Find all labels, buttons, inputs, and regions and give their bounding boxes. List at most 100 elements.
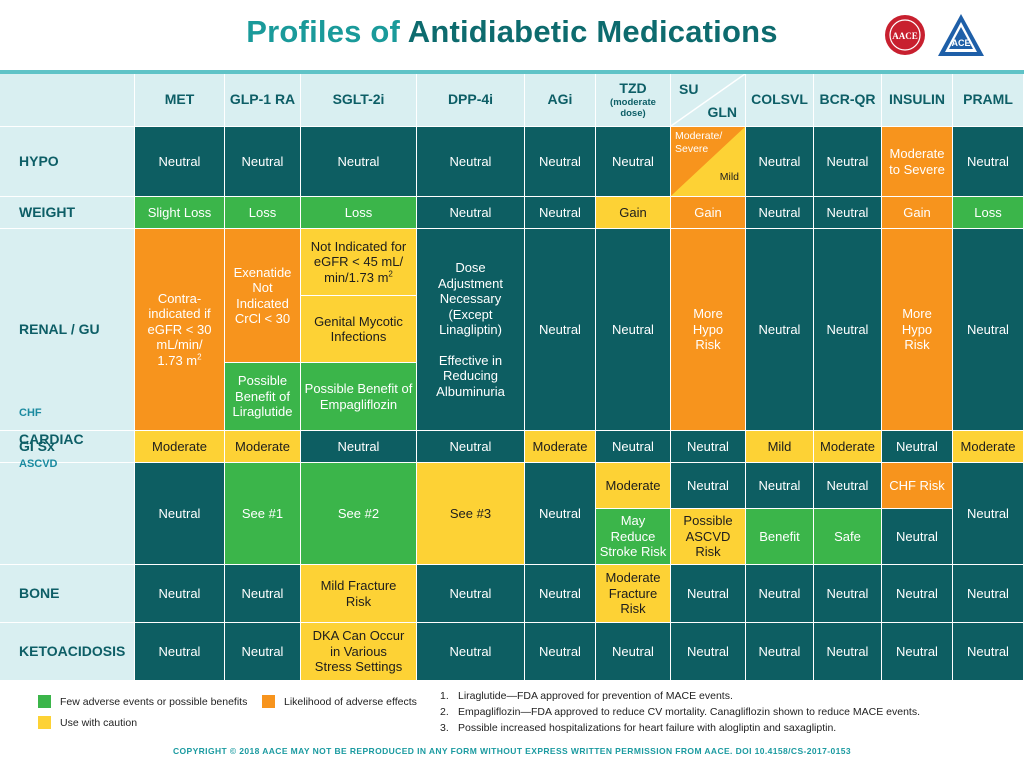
ascvd-colsvl: Benefit <box>746 509 814 565</box>
row-weight: WEIGHT <box>0 197 135 229</box>
legend-green-swatch <box>38 695 51 708</box>
header-rule <box>0 70 1024 74</box>
weight-sglt2: Loss <box>301 197 417 229</box>
renal-bcrqr: Neutral <box>814 229 882 431</box>
renal-sglt2-3: Possible Benefit of Empagliflozin <box>301 363 417 431</box>
chf-bcrqr: Neutral <box>814 463 882 509</box>
row-hypo: HYPO <box>0 127 135 197</box>
hypo-tzd: Neutral <box>596 127 671 197</box>
row-cardiac-block <box>0 463 135 565</box>
weight-glp1: Loss <box>225 197 301 229</box>
ace-logo-text: ACE <box>951 38 970 48</box>
weight-insulin: Gain <box>882 197 953 229</box>
hypo-agi: Neutral <box>525 127 596 197</box>
gi-dpp4: Neutral <box>417 431 525 463</box>
renal-sglt2-2: Genital Mycotic Infections <box>301 296 417 363</box>
weight-met: Slight Loss <box>135 197 225 229</box>
legend-yellow-swatch <box>38 716 51 729</box>
row-gi: GI Sx <box>0 431 135 463</box>
gi-colsvl: Mild <box>746 431 814 463</box>
bone-praml: Neutral <box>953 565 1024 623</box>
col-tzd: TZD (moderate dose) <box>596 74 671 127</box>
gi-insulin: Neutral <box>882 431 953 463</box>
header-corner <box>0 74 135 127</box>
renal-sglt2-1-sup: 2 <box>388 269 393 279</box>
hypo-su-split <box>671 127 745 196</box>
col-gln: GLN <box>707 103 737 120</box>
footnote-3-text: Possible increased hospitalizations for … <box>458 722 837 734</box>
title-part1: Profiles of <box>246 14 401 49</box>
renal-glp1-top: Exenatide Not Indicated CrCl < 30 <box>225 229 301 363</box>
legend-green: Few adverse events or possible benefits <box>38 695 247 708</box>
row-renal: RENAL / GU <box>0 229 135 431</box>
hypo-su-top: Moderate/ Severe <box>675 130 723 155</box>
renal-su: More Hypo Risk <box>671 229 746 431</box>
ascvd-su: Possible ASCVD Risk <box>671 509 746 565</box>
renal-praml: Neutral <box>953 229 1024 431</box>
keto-met: Neutral <box>135 623 225 681</box>
copyright: COPYRIGHT © 2018 AACE MAY NOT BE REPRODU… <box>172 746 852 756</box>
weight-colsvl: Neutral <box>746 197 814 229</box>
hypo-colsvl: Neutral <box>746 127 814 197</box>
renal-sglt2-1-text: Not Indicated for eGFR < 45 mL/ min/1.73… <box>310 238 407 285</box>
keto-praml: Neutral <box>953 623 1024 681</box>
keto-su: Neutral <box>671 623 746 681</box>
footnote-2-text: Empagliflozin—FDA approved to reduce CV … <box>458 706 921 718</box>
title-part2: Antidiabetic Medications <box>407 14 778 49</box>
weight-agi: Neutral <box>525 197 596 229</box>
aace-logo: AACE <box>885 15 925 55</box>
bone-dpp4: Neutral <box>417 565 525 623</box>
footnote-3: 3. Possible increased hospitalizations fo… <box>440 722 836 734</box>
gi-sglt2: Neutral <box>301 431 417 463</box>
medication-table: MET GLP-1 RA SGLT-2i DPP-4i AGi TZD (mod… <box>0 74 1024 681</box>
row-keto: KETOACIDOSIS <box>0 623 135 681</box>
hypo-glp1: Neutral <box>225 127 301 197</box>
hypo-met: Neutral <box>135 127 225 197</box>
legend-yellow-label: Use with caution <box>60 716 138 729</box>
bone-bcrqr: Neutral <box>814 565 882 623</box>
row-chf-label: CHF <box>19 407 42 419</box>
gi-met: Moderate <box>135 431 225 463</box>
page-title: Profiles of Antidiabetic Medications <box>0 14 1024 50</box>
renal-colsvl: Neutral <box>746 229 814 431</box>
keto-tzd: Neutral <box>596 623 671 681</box>
chf-tzd: Moderate <box>596 463 671 509</box>
gi-glp1: Moderate <box>225 431 301 463</box>
footnote-1-text: Liraglutide—FDA approved for prevention … <box>458 690 733 702</box>
keto-agi: Neutral <box>525 623 596 681</box>
legend-green-label: Few adverse events or possible benefits <box>60 695 248 708</box>
col-colsvl: COLSVL <box>746 74 814 127</box>
col-sglt2: SGLT-2i <box>301 74 417 127</box>
renal-met-sup: 2 <box>197 352 202 362</box>
row-cardiac-label: CARDIAC <box>19 431 84 447</box>
bone-sglt2: Mild Fracture Risk <box>301 565 417 623</box>
cardiac-agi: Neutral <box>525 463 596 565</box>
gi-tzd: Neutral <box>596 431 671 463</box>
col-tzd-label: TZD <box>619 80 647 97</box>
renal-glp1-bottom: Possible Benefit of Liraglutide <box>225 363 301 431</box>
legend-orange: Likelihood of adverse effects <box>262 695 417 708</box>
weight-su: Gain <box>671 197 746 229</box>
cardiac-glp1: See #1 <box>225 463 301 565</box>
renal-agi: Neutral <box>525 229 596 431</box>
renal-insulin: More Hypo Risk <box>882 229 953 431</box>
bone-colsvl: Neutral <box>746 565 814 623</box>
hypo-bcrqr: Neutral <box>814 127 882 197</box>
gi-su: Neutral <box>671 431 746 463</box>
bone-agi: Neutral <box>525 565 596 623</box>
keto-glp1: Neutral <box>225 623 301 681</box>
header: Profiles of Antidiabetic Medications AAC… <box>0 0 1024 74</box>
aace-logo-text: AACE <box>892 31 918 41</box>
hypo-sglt2: Neutral <box>301 127 417 197</box>
bone-glp1: Neutral <box>225 565 301 623</box>
col-insulin: INSULIN <box>882 74 953 127</box>
cardiac-met: Neutral <box>135 463 225 565</box>
cardiac-praml: Neutral <box>953 463 1024 565</box>
cardiac-sglt2: See #2 <box>301 463 417 565</box>
renal-met-text: Contra-indicated if eGFR < 30 mL/min/ 1.… <box>147 290 212 368</box>
footnote-1: 1. Liraglutide—FDA approved for preventio… <box>440 690 733 702</box>
bone-met: Neutral <box>135 565 225 623</box>
weight-praml: Loss <box>953 197 1024 229</box>
hypo-dpp4: Neutral <box>417 127 525 197</box>
legend-yellow: Use with caution <box>38 716 137 729</box>
